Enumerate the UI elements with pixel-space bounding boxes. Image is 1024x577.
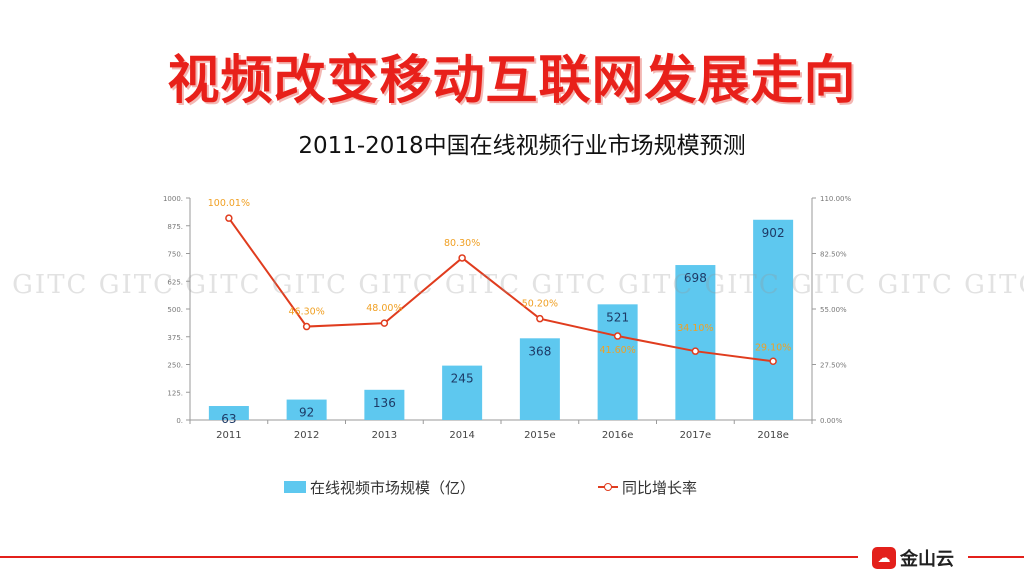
bar-value-label: 368 — [528, 344, 551, 358]
bar — [753, 219, 794, 420]
growth-rate-label: 100.01% — [208, 198, 250, 209]
x-tick-label: 2011 — [216, 430, 241, 440]
x-tick-label: 2012 — [294, 430, 319, 440]
chart: 0. 125. 250. 375. 500. 625. 750. 875. 1000. 0.00%… — [163, 195, 852, 440]
legend-bar: 在线视频市场规模（亿） — [284, 477, 475, 497]
bar-value-label: 63 — [221, 412, 236, 426]
legend-line-swatch — [598, 481, 618, 493]
growth-rate-point — [302, 322, 311, 331]
bar — [519, 338, 560, 420]
left-tick-label: 1000. — [163, 195, 183, 203]
growth-rate-label: 41.60% — [600, 345, 636, 356]
left-tick-label: 250. — [167, 362, 183, 370]
left-tick-label: 625. — [167, 278, 183, 286]
left-tick-label: 875. — [167, 223, 183, 231]
footer-line-left — [0, 556, 858, 558]
x-tick-label: 2015e — [524, 430, 556, 440]
chart-title: 2011-2018中国在线视频行业市场规模预测 — [298, 133, 746, 159]
growth-rate-label: 48.00% — [366, 303, 402, 314]
footer-line-right — [968, 556, 1024, 558]
right-tick-label: 82.50% — [820, 251, 847, 259]
growth-rate-label: 80.30% — [444, 238, 480, 249]
x-tick-label: 2018e — [757, 430, 789, 440]
growth-rate-label: 29.10% — [755, 342, 791, 353]
slide-headline: 视频改变移动互联网发展走向 — [167, 51, 857, 111]
left-tick-label: 0. — [176, 417, 183, 425]
right-tick-label: 0.00% — [820, 417, 843, 425]
growth-rate-label: 50.20% — [522, 299, 558, 310]
x-tick-label: 2014 — [449, 430, 474, 440]
growth-rate-label: 34.10% — [677, 323, 713, 334]
growth-rate-label: 46.30% — [289, 307, 325, 318]
legend-line-label: 同比增长率 — [622, 478, 698, 497]
bar-value-label: 521 — [606, 310, 629, 324]
x-tick-label: 2016e — [602, 430, 634, 440]
left-tick-label: 375. — [167, 334, 183, 342]
bar — [675, 265, 716, 420]
right-tick-label: 110.00% — [820, 195, 851, 203]
bar — [364, 389, 405, 420]
company-logo: ☁ 金山云 — [872, 545, 954, 571]
bar-value-label: 698 — [684, 271, 707, 285]
x-tick-label: 2013 — [372, 430, 397, 440]
bar — [286, 399, 327, 420]
company-name: 金山云 — [900, 549, 954, 570]
growth-rate-point — [613, 332, 622, 340]
growth-rate-point — [691, 347, 700, 355]
growth-rate-point — [769, 357, 777, 366]
growth-rate-point — [536, 314, 544, 323]
right-tick-label: 27.50% — [820, 362, 847, 370]
x-tick-label: 2017e — [680, 430, 712, 440]
left-tick-label: 750. — [167, 251, 183, 259]
bar-value-label: 902 — [762, 226, 785, 240]
growth-rate-point — [225, 214, 233, 222]
legend-line: 同比增长率 — [598, 477, 697, 497]
left-tick-label: 125. — [167, 389, 183, 397]
bar — [597, 304, 638, 420]
growth-rate-point — [380, 319, 389, 327]
bar-value-label: 245 — [451, 372, 474, 386]
bar-value-label: 92 — [299, 406, 314, 420]
legend-bar-label: 在线视频市场规模（亿） — [310, 478, 476, 497]
bar — [442, 365, 483, 420]
growth-rate-point — [458, 254, 466, 262]
right-tick-label: 55.00% — [820, 306, 847, 314]
left-tick-label: 500. — [167, 306, 183, 314]
bar — [208, 406, 249, 420]
cloud-logo-icon: ☁ — [872, 547, 896, 569]
growth-rate-line — [228, 217, 774, 363]
bar-value-label: 136 — [373, 396, 396, 410]
legend-bar-swatch — [284, 481, 306, 493]
